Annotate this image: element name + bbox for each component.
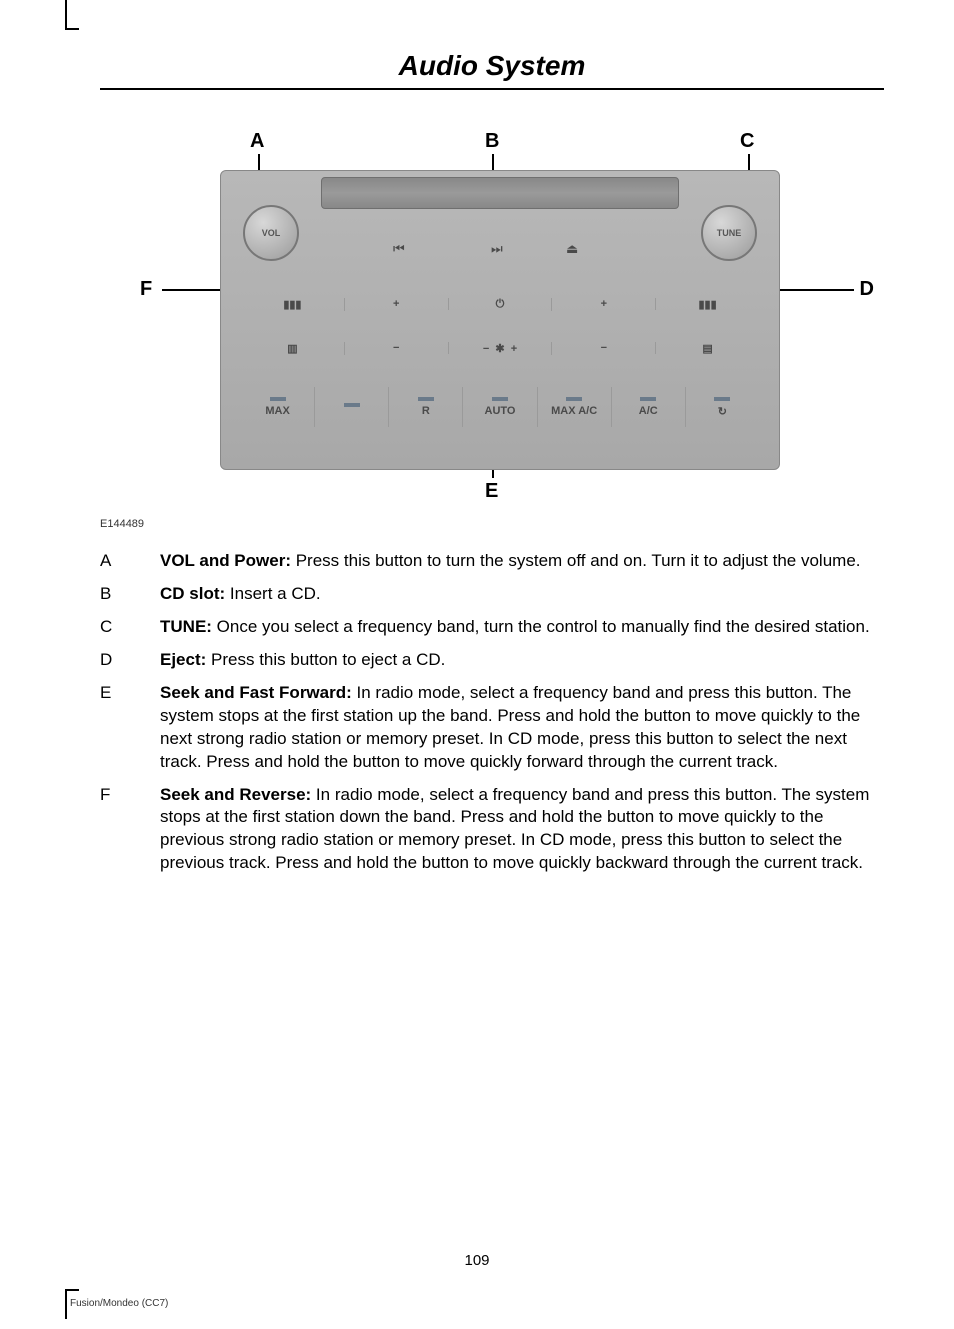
def-term: CD slot: <box>160 584 225 603</box>
def-body: Eject: Press this button to eject a CD. <box>160 649 884 672</box>
seat-heat-left-icon: ▮▮▮ <box>241 298 345 311</box>
def-text: Press this button to eject a CD. <box>206 650 445 669</box>
max-defrost-btn: MAX <box>241 387 315 427</box>
seek-back-icon: ⏮ <box>393 241 405 257</box>
tune-knob-label: TUNE <box>717 228 742 238</box>
def-letter: D <box>100 649 160 672</box>
def-term: Seek and Fast Forward: <box>160 683 352 702</box>
def-text: Press this button to turn the system off… <box>291 551 861 570</box>
seek-fwd-icon: ⏭ <box>491 241 503 257</box>
def-body: VOL and Power: Press this button to turn… <box>160 550 884 573</box>
def-text: Once you select a frequency band, turn t… <box>212 617 870 636</box>
page-corner-top <box>65 0 79 30</box>
def-letter: C <box>100 616 160 639</box>
control-row-3: ▥ − − ✱ + − ▤ <box>241 335 759 361</box>
recirc-btn: ↻ <box>686 387 759 427</box>
callout-f: F <box>140 278 152 301</box>
def-body: CD slot: Insert a CD. <box>160 583 884 606</box>
def-row: A VOL and Power: Press this button to tu… <box>100 550 884 573</box>
defrost-rear-icon: ▤ <box>656 342 759 355</box>
def-body: Seek and Fast Forward: In radio mode, se… <box>160 682 884 774</box>
def-letter: A <box>100 550 160 573</box>
callout-b: B <box>485 130 499 153</box>
page-title: Audio System <box>100 50 884 90</box>
temp-minus-left: − <box>345 342 449 354</box>
def-row: B CD slot: Insert a CD. <box>100 583 884 606</box>
callout-e: E <box>485 480 498 503</box>
definitions-list: A VOL and Power: Press this button to tu… <box>100 550 884 875</box>
radio-panel: VOL TUNE ⏮ ⏭ ⏏ ▮▮▮ + ⏻ + ▮▮▮ ▥ − − ✱ + −… <box>220 170 780 470</box>
callout-d: D <box>860 278 874 301</box>
temp-minus-right: − <box>552 342 656 354</box>
defrost-front-icon: ▥ <box>241 342 345 355</box>
auto-btn: AUTO <box>463 387 537 427</box>
eject-icon: ⏏ <box>566 241 578 257</box>
def-letter: E <box>100 682 160 774</box>
control-row-2: ▮▮▮ + ⏻ + ▮▮▮ <box>241 291 759 317</box>
callout-c: C <box>740 130 754 153</box>
def-term: TUNE: <box>160 617 212 636</box>
def-term: Seek and Reverse: <box>160 785 311 804</box>
vol-knob: VOL <box>243 205 299 261</box>
cd-slot <box>321 177 679 209</box>
image-ref: E144489 <box>100 518 144 530</box>
def-term: Eject: <box>160 650 206 669</box>
def-term: VOL and Power: <box>160 551 291 570</box>
tune-knob: TUNE <box>701 205 757 261</box>
seat-heat-right-icon: ▮▮▮ <box>656 298 759 311</box>
callout-a: A <box>250 130 264 153</box>
def-letter: B <box>100 583 160 606</box>
temp-plus-right: + <box>552 298 656 310</box>
def-row: D Eject: Press this button to eject a CD… <box>100 649 884 672</box>
def-body: Seek and Reverse: In radio mode, select … <box>160 784 884 876</box>
vol-knob-label: VOL <box>262 228 281 238</box>
def-body: TUNE: Once you select a frequency band, … <box>160 616 884 639</box>
page-number: 109 <box>0 1252 954 1269</box>
temp-plus-left: + <box>345 298 449 310</box>
fan-plus: + <box>511 343 517 355</box>
footer-note: Fusion/Mondeo (CC7) <box>70 1298 168 1309</box>
def-row: C TUNE: Once you select a frequency band… <box>100 616 884 639</box>
rear-defrost-btn: R <box>389 387 463 427</box>
def-text: Insert a CD. <box>225 584 320 603</box>
fan-icon: ✱ <box>495 343 504 355</box>
control-row-4: MAX R AUTO MAX A/C A/C ↻ <box>241 387 759 427</box>
def-row: F Seek and Reverse: In radio mode, selec… <box>100 784 884 876</box>
power-icon: ⏻ <box>449 298 553 311</box>
def-row: E Seek and Fast Forward: In radio mode, … <box>100 682 884 774</box>
max-ac-btn: MAX A/C <box>538 387 612 427</box>
diagram-container: A B C F D E VOL TUNE ⏮ ⏭ ⏏ ▮▮▮ + ⏻ + ▮▮▮… <box>100 130 884 530</box>
fan-minus: − <box>483 343 489 355</box>
ac-btn: A/C <box>612 387 686 427</box>
defrost-btn <box>315 387 389 427</box>
def-letter: F <box>100 784 160 876</box>
